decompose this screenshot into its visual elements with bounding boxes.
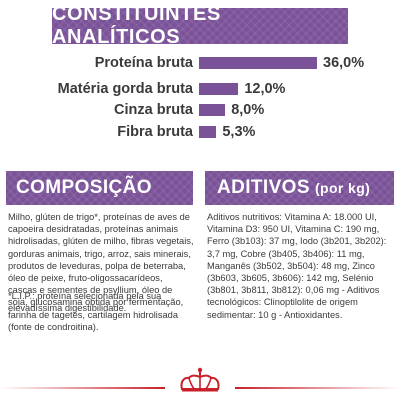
additives-unit: (por kg): [314, 180, 371, 196]
nutrient-label: Cinza bruta: [114, 102, 193, 118]
nutrient-value: 36,0%: [323, 55, 365, 71]
nutrient-bar: [199, 126, 217, 138]
additives-text: Aditivos nutritivos: Vitamina A: 18.000 …: [207, 212, 387, 320]
nutrient-label: Fibra bruta: [117, 124, 193, 140]
footer-divider-right: [235, 387, 400, 389]
nutrient-value: 8,0%: [231, 102, 265, 118]
nutrient-bar: [199, 83, 239, 95]
composition-footnote: *L.I.P.: proteína selecionada pela sua e…: [8, 291, 162, 314]
nutrient-value: 5,3%: [222, 124, 256, 140]
additives-banner: ADITIVOS (por kg): [205, 171, 394, 205]
analytical-constituents-banner: CONSTITUINTES ANALÍTICOS: [52, 3, 348, 48]
nutrient-row-fibre: Fibra bruta 5,3%: [0, 122, 400, 142]
nutrient-bar: [199, 104, 226, 116]
nutrient-bar: [199, 57, 317, 69]
nutrient-row-protein: Proteína bruta 36,0%: [0, 53, 400, 73]
nutrient-row-ash: Cinza bruta 8,0%: [0, 100, 400, 120]
composition-title: COMPOSIÇÃO: [16, 177, 152, 198]
nutrient-label: Matéria gorda bruta: [57, 81, 193, 97]
nutrient-row-fat: Matéria gorda bruta 12,0%: [0, 79, 400, 99]
nutrient-label: Proteína bruta: [94, 55, 193, 71]
crown-logo-icon: [180, 367, 220, 392]
composition-text: Milho, glúten de trigo*, proteínas de av…: [8, 212, 194, 332]
composition-banner: COMPOSIÇÃO: [6, 171, 193, 205]
footer-divider-left: [0, 387, 165, 389]
additives-title: ADITIVOS: [217, 177, 310, 198]
analytical-constituents-title: CONSTITUINTES ANALÍTICOS: [52, 3, 221, 48]
nutrient-value: 12,0%: [244, 81, 286, 97]
